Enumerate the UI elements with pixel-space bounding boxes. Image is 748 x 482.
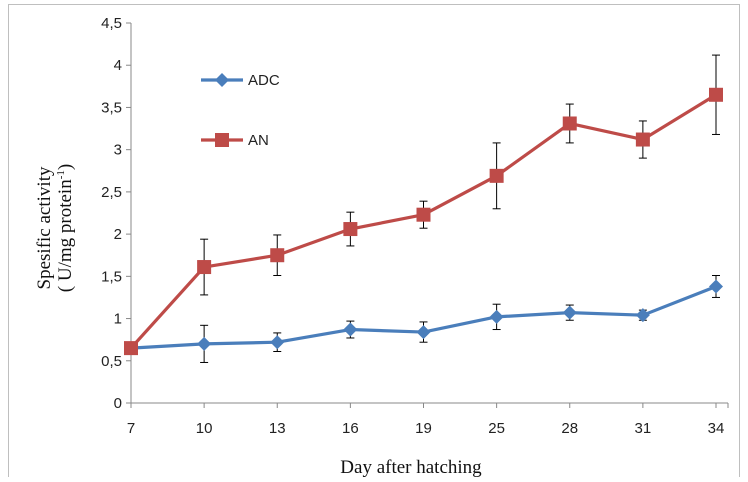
x-tick-label: 31 [635, 420, 652, 437]
legend-item-an: AN [201, 132, 269, 149]
legend-item-adc: ADC [201, 72, 280, 89]
data-point-an [562, 116, 577, 131]
y-tick-label: 3 [114, 142, 122, 159]
x-tick-label: 10 [196, 420, 213, 437]
chart-frame [8, 4, 740, 482]
x-axis-title: Day after hatching [340, 457, 482, 477]
data-point-adc [416, 325, 431, 340]
data-point-adc [709, 279, 723, 294]
y-axis-title: Spesific activity ( U/mg protein-1) [34, 164, 76, 292]
data-point-an [635, 132, 650, 147]
x-tick-label: 13 [269, 420, 286, 437]
series-adc [124, 274, 723, 363]
legend: ADC AN [201, 72, 280, 149]
x-tick-label: 16 [342, 420, 359, 437]
data-point-an [489, 168, 504, 183]
data-point-an [416, 207, 431, 222]
legend-marker-adc [215, 73, 229, 87]
data-point-an [709, 87, 723, 102]
x-tick-label: 34 [708, 420, 725, 437]
data-point-an [197, 260, 212, 275]
data-point-an [270, 248, 285, 263]
y-tick-label: 0,5 [101, 353, 122, 370]
data-point-an [124, 341, 138, 356]
y-tick-label: 4,5 [101, 15, 122, 32]
x-tick-label: 19 [415, 420, 432, 437]
data-point-adc [197, 336, 212, 351]
y-axis-title-line1: Spesific activity [34, 166, 55, 289]
y-tick-label: 2 [114, 226, 122, 243]
y-tick-label: 4 [114, 57, 122, 74]
data-point-adc [489, 309, 504, 324]
x-tick-label: 25 [488, 420, 505, 437]
y-axis-title-line2: ( U/mg protein-1) [55, 164, 76, 292]
axes: 0 0,5 1 1,5 2 2,5 3 3,5 4 4,5 7 10 13 16 19 25 28 31 34 [101, 15, 729, 437]
legend-label-an: AN [248, 132, 269, 149]
y-tick-label: 1 [114, 311, 122, 328]
series-an [124, 54, 723, 356]
y-tick-label: 3,5 [101, 99, 122, 116]
y-tick-label: 2,5 [101, 184, 122, 201]
y-tick-label: 0 [114, 395, 122, 412]
data-point-adc [270, 335, 285, 350]
data-point-adc [635, 308, 650, 323]
data-point-an [343, 222, 358, 237]
x-tick-label: 7 [127, 420, 135, 437]
legend-marker-an [215, 133, 229, 147]
legend-label-adc: ADC [248, 72, 280, 89]
x-tick-label: 28 [561, 420, 578, 437]
data-point-adc [562, 305, 577, 320]
y-tick-label: 1,5 [101, 268, 122, 285]
data-point-adc [343, 322, 358, 337]
series-layer [124, 54, 723, 363]
